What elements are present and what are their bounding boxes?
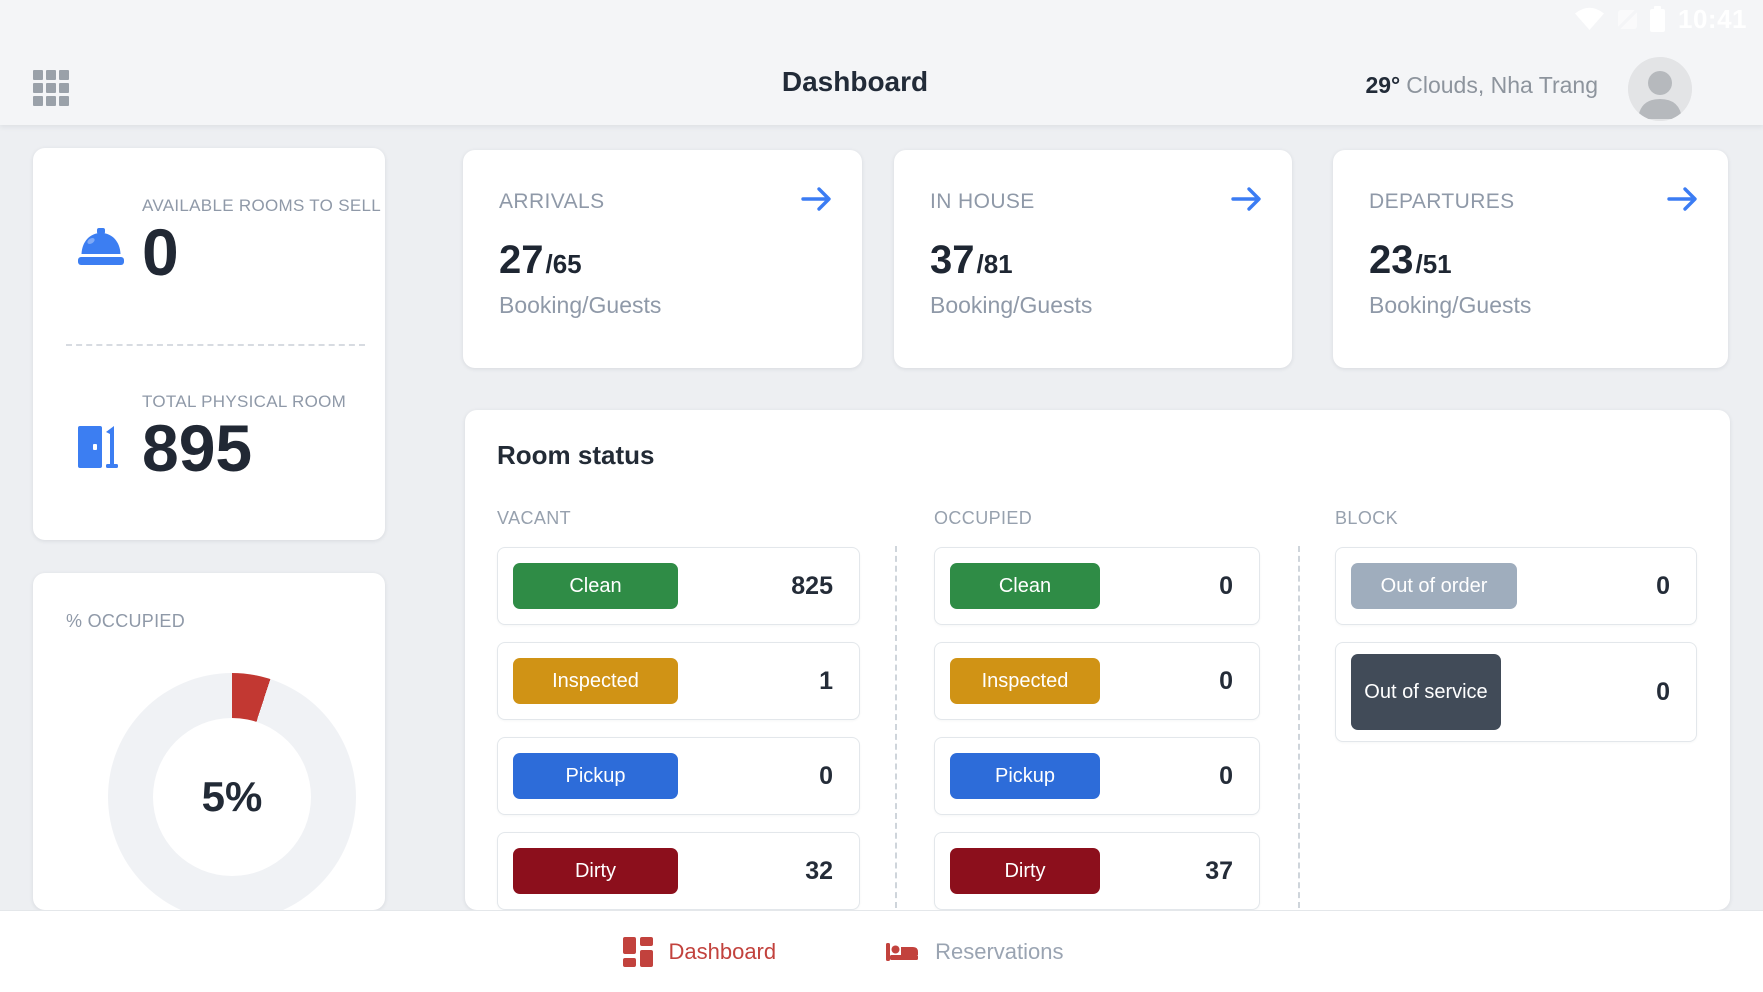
departures-caption: Booking/Guests <box>1369 292 1532 318</box>
weather-temperature: 29° <box>1365 72 1401 98</box>
occupancy-donut: 5% <box>108 673 356 910</box>
status-badge-pickup: Pickup <box>513 753 678 799</box>
vacant-label: VACANT <box>497 508 572 528</box>
avatar[interactable] <box>1628 57 1692 121</box>
weather-location: Clouds, Nha Trang <box>1406 72 1598 98</box>
arrivals-label: ARRIVALS <box>499 190 605 213</box>
available-rooms-section: AVAILABLE ROOMS TO SELL 0 <box>33 148 385 344</box>
status-count: 0 <box>1219 666 1233 695</box>
status-badge-inspected: Inspected <box>513 658 678 704</box>
nav-item-dashboard[interactable]: Dashboard <box>623 936 777 967</box>
column-divider <box>895 546 897 908</box>
departures-card: DEPARTURES 23 /51 Booking/Guests <box>1333 150 1728 368</box>
status-badge-dirty: Dirty <box>513 848 678 894</box>
room-status-row[interactable]: Inspected 1 <box>497 642 860 720</box>
rooms-inventory-card: AVAILABLE ROOMS TO SELL 0 TOTAL PHYSICAL… <box>33 148 385 540</box>
room-status-row[interactable]: Pickup 0 <box>497 737 860 815</box>
arrow-right-icon[interactable] <box>1230 184 1264 214</box>
room-status-row[interactable]: Clean 825 <box>497 547 860 625</box>
arrow-right-icon[interactable] <box>1666 184 1700 214</box>
status-bar: 10:41 <box>1574 3 1747 34</box>
arrivals-card: ARRIVALS 27 /65 Booking/Guests <box>463 150 862 368</box>
arrivals-caption: Booking/Guests <box>499 292 662 318</box>
room-status-row[interactable]: Dirty 37 <box>934 832 1260 910</box>
occupied-column: OCCUPIED Clean 0 Inspected 0 Pickup 0 Di… <box>934 508 1260 910</box>
in-house-caption: Booking/Guests <box>930 292 1093 318</box>
room-status-row[interactable]: Pickup 0 <box>934 737 1260 815</box>
occupancy-card: % OCCUPIED 5% <box>33 573 385 910</box>
arrivals-total: /65 <box>545 249 582 279</box>
occupancy-percent: 5% <box>201 773 263 820</box>
room-status-card: Room status VACANT Clean 825 Inspected 1… <box>465 410 1730 910</box>
block-label: BLOCK <box>1335 508 1399 528</box>
page-title: Dashboard <box>781 66 929 97</box>
app-header: 10:41 Dashboard 29° Clouds, Nha Trang <box>0 0 1763 125</box>
status-badge-dirty: Dirty <box>950 848 1100 894</box>
vacant-column: VACANT Clean 825 Inspected 1 Pickup 0 Di… <box>497 508 860 910</box>
status-count: 0 <box>1219 761 1233 790</box>
room-status-row[interactable]: Inspected 0 <box>934 642 1260 720</box>
status-count: 0 <box>1656 677 1670 706</box>
nav-label-dashboard: Dashboard <box>668 938 777 964</box>
status-count: 32 <box>805 856 833 885</box>
status-badge-inspected: Inspected <box>950 658 1100 704</box>
in-house-total: /81 <box>976 249 1013 279</box>
status-count: 1 <box>819 666 833 695</box>
person-icon <box>1628 57 1692 121</box>
status-count: 0 <box>819 761 833 790</box>
bed-icon <box>886 942 919 961</box>
status-count: 825 <box>791 571 833 600</box>
status-badge-clean: Clean <box>513 563 678 609</box>
available-rooms-value: 0 <box>142 215 179 289</box>
available-rooms-label: AVAILABLE ROOMS TO SELL <box>142 196 382 215</box>
arrow-right-icon[interactable] <box>800 184 834 214</box>
dashboard-icon <box>623 936 654 967</box>
bell-icon <box>76 228 128 344</box>
room-status-row[interactable]: Clean 0 <box>934 547 1260 625</box>
room-status-row[interactable]: Dirty 32 <box>497 832 860 910</box>
in-house-label: IN HOUSE <box>930 190 1035 213</box>
occupancy-label: % OCCUPIED <box>66 611 186 631</box>
occupancy-donut-hole: 5% <box>153 718 311 876</box>
nav-label-reservations: Reservations <box>935 938 1064 964</box>
total-rooms-value: 895 <box>142 411 253 485</box>
departures-label: DEPARTURES <box>1369 190 1515 213</box>
departures-total: /51 <box>1415 249 1452 279</box>
battery-icon <box>1650 5 1665 32</box>
status-count: 0 <box>1219 571 1233 600</box>
in-house-value: 37 <box>930 238 975 282</box>
status-count: 37 <box>1205 856 1233 885</box>
occupied-label: OCCUPIED <box>934 508 1033 528</box>
door-icon <box>76 424 128 540</box>
in-house-card: IN HOUSE 37 /81 Booking/Guests <box>894 150 1292 368</box>
cellular-off-icon <box>1618 9 1637 29</box>
room-status-title: Room status <box>497 440 655 470</box>
apps-menu-button[interactable] <box>33 70 71 108</box>
status-bar-clock: 10:41 <box>1678 3 1747 34</box>
status-count: 0 <box>1656 571 1670 600</box>
divider <box>66 344 365 346</box>
column-divider <box>1298 546 1300 908</box>
room-status-row[interactable]: Out of service 0 <box>1335 642 1697 742</box>
bottom-nav: Dashboard Reservations <box>0 910 1763 992</box>
room-status-row[interactable]: Out of order 0 <box>1335 547 1697 625</box>
nav-item-reservations[interactable]: Reservations <box>884 937 1064 967</box>
status-badge-pickup: Pickup <box>950 753 1100 799</box>
block-column: BLOCK Out of order 0 Out of service 0 <box>1335 508 1697 742</box>
status-badge-out-of-service: Out of service <box>1351 654 1501 730</box>
wifi-icon <box>1575 7 1604 30</box>
arrivals-value: 27 <box>499 238 544 282</box>
status-badge-out-of-order: Out of order <box>1351 563 1517 609</box>
weather-widget: 29° Clouds, Nha Trang <box>1365 72 1598 99</box>
total-rooms-label: TOTAL PHYSICAL ROOM <box>142 392 347 411</box>
total-rooms-section: TOTAL PHYSICAL ROOM 895 <box>33 344 385 540</box>
departures-value: 23 <box>1369 238 1414 282</box>
status-badge-clean: Clean <box>950 563 1100 609</box>
